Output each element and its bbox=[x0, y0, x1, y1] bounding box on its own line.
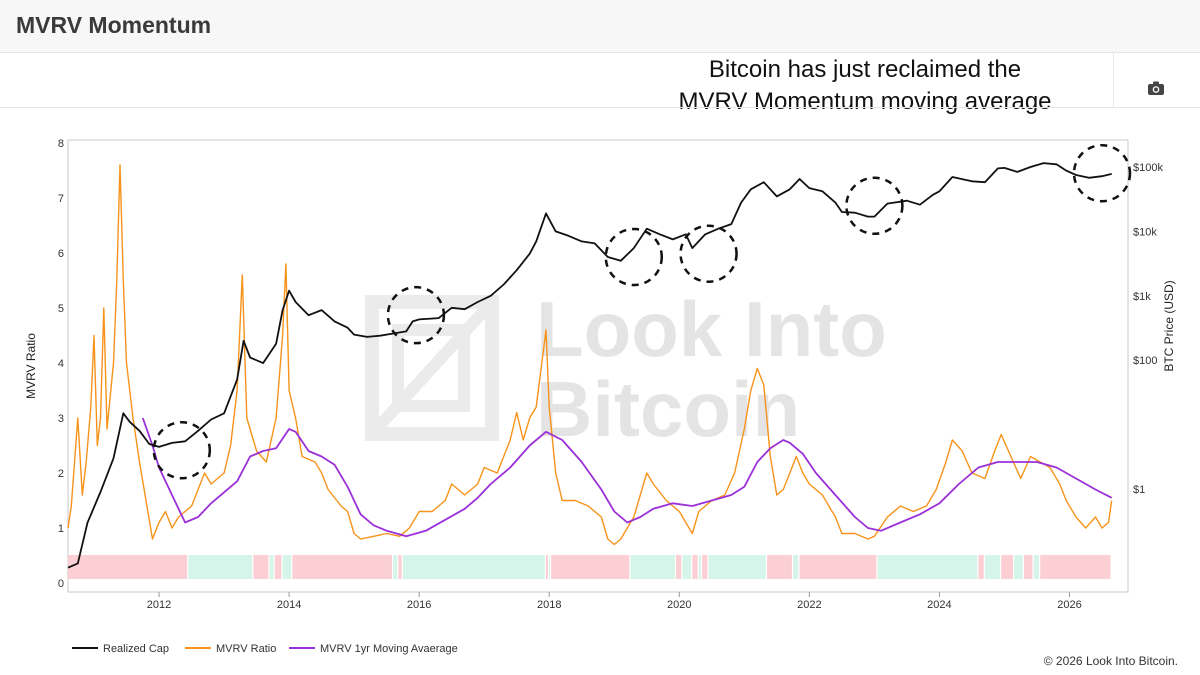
x-tick-label: 2018 bbox=[537, 599, 561, 611]
y-left-tick-label: 3 bbox=[58, 413, 64, 425]
regime-band-bull bbox=[549, 555, 551, 579]
regime-band-bull bbox=[630, 555, 675, 579]
regime-band-bull bbox=[402, 555, 545, 579]
regime-band-bear bbox=[253, 555, 269, 579]
regime-band-bear bbox=[676, 555, 682, 579]
legend-label: MVRV 1yr Moving Avaerage bbox=[320, 643, 458, 655]
page-title: MVRV Momentum bbox=[16, 12, 212, 38]
y-right-tick-label: $1k bbox=[1133, 291, 1151, 303]
series-line-mvrv-ratio bbox=[67, 164, 1113, 546]
regime-band-bull bbox=[682, 555, 692, 579]
annotation-text: Bitcoin has just reclaimed the MVRV Mome… bbox=[640, 54, 1090, 118]
series-line-realized-cap bbox=[67, 162, 1112, 569]
regime-band-bear bbox=[692, 555, 698, 579]
y-left-tick-label: 4 bbox=[58, 358, 64, 370]
regime-band-bear bbox=[545, 555, 549, 579]
y-left-axis-label: MVRV Ratio bbox=[24, 333, 38, 399]
regime-band-bear bbox=[1001, 555, 1013, 579]
header-bar: MVRV Momentum bbox=[0, 0, 1200, 53]
watermark-logo bbox=[365, 295, 499, 441]
y-right-tick-label: $100 bbox=[1133, 355, 1157, 367]
regime-band-bear bbox=[398, 555, 402, 579]
annotation-line-2: MVRV Momentum moving average bbox=[678, 88, 1052, 115]
regime-band-bear bbox=[767, 555, 792, 579]
highlight-circle bbox=[845, 176, 904, 236]
y-right-tick-label: $10k bbox=[1133, 226, 1157, 238]
watermark-text: Look Into bbox=[536, 285, 887, 373]
series-line-mvrv-1yr-moving-avaerage bbox=[141, 417, 1113, 538]
highlight-circle bbox=[604, 227, 664, 287]
regime-band-bear bbox=[1040, 555, 1111, 579]
legend-label: MVRV Ratio bbox=[216, 643, 276, 655]
x-tick-label: 2014 bbox=[277, 599, 301, 611]
regime-band-bear bbox=[68, 555, 188, 579]
regime-band-bull bbox=[793, 555, 799, 579]
toolbar-divider bbox=[1113, 53, 1114, 107]
regime-band-bear bbox=[799, 555, 877, 579]
regime-band-bear bbox=[292, 555, 392, 579]
x-tick-label: 2022 bbox=[797, 599, 821, 611]
x-tick-label: 2026 bbox=[1057, 599, 1081, 611]
regime-band-bull bbox=[188, 555, 253, 579]
x-tick-label: 2016 bbox=[407, 599, 431, 611]
regime-band-bull bbox=[269, 555, 274, 579]
y-left-tick-label: 8 bbox=[58, 138, 64, 150]
x-tick-label: 2024 bbox=[927, 599, 951, 611]
regime-band-bull bbox=[708, 555, 766, 579]
regime-band-bear bbox=[978, 555, 984, 579]
x-tick-label: 2020 bbox=[667, 599, 691, 611]
y-left-tick-label: 7 bbox=[58, 193, 64, 205]
highlight-circle bbox=[1072, 143, 1132, 203]
regime-band-bull bbox=[877, 555, 978, 579]
y-left-tick-label: 5 bbox=[58, 303, 64, 315]
annotation-line-1: Bitcoin has just reclaimed the bbox=[708, 56, 1022, 83]
y-left-tick-label: 6 bbox=[58, 248, 64, 260]
regime-band-bear bbox=[274, 555, 282, 579]
highlight-circle bbox=[386, 285, 446, 345]
y-right-tick-label: $100k bbox=[1133, 162, 1163, 174]
highlight-circle bbox=[679, 224, 738, 283]
regime-band-bull bbox=[698, 555, 701, 579]
highlight-circle bbox=[152, 420, 212, 480]
y-left-tick-label: 0 bbox=[58, 578, 64, 590]
legend-label: Realized Cap bbox=[103, 643, 169, 655]
camera-icon[interactable] bbox=[1146, 78, 1166, 98]
x-tick-label: 2012 bbox=[147, 599, 171, 611]
y-left-tick-label: 2 bbox=[58, 468, 64, 480]
copyright-text: © 2026 Look Into Bitcoin. bbox=[1043, 654, 1178, 668]
header-divider bbox=[0, 107, 1200, 108]
y-right-axis-label: BTC Price (USD) bbox=[1162, 280, 1176, 371]
regime-band-bear bbox=[1023, 555, 1033, 579]
regime-band-bear bbox=[702, 555, 708, 579]
watermark-text: Bitcoin bbox=[536, 365, 800, 453]
regime-band-bull bbox=[1033, 555, 1040, 579]
y-right-tick-label: $1 bbox=[1133, 484, 1145, 496]
regime-band-bull bbox=[1014, 555, 1023, 579]
regime-band-bear bbox=[551, 555, 630, 579]
regime-band-bull bbox=[282, 555, 292, 579]
regime-band-bull bbox=[984, 555, 1000, 579]
regime-band-bull bbox=[393, 555, 398, 579]
y-left-tick-label: 1 bbox=[58, 523, 64, 535]
